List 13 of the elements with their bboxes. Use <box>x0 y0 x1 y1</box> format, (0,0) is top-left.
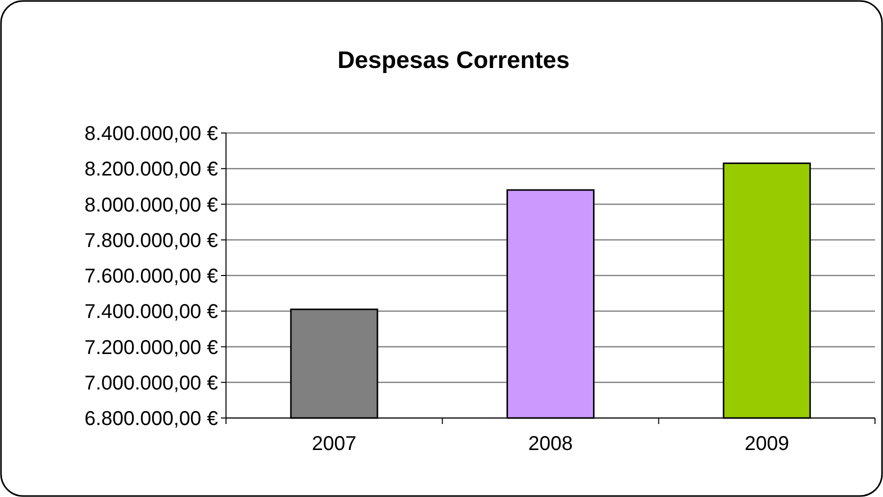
y-tick-label: 8.400.000,00 € <box>84 123 218 145</box>
y-tick-label: 7.400.000,00 € <box>84 301 218 324</box>
x-tick-label: 2008 <box>528 433 573 455</box>
y-tick-label: 8.000.000,00 € <box>84 194 218 216</box>
y-tick-label: 8.200.000,00 € <box>84 158 218 181</box>
chart-title: Despesas Correntes <box>337 47 570 74</box>
x-tick-label: 2009 <box>744 433 790 455</box>
y-tick-label: 7.600.000,00 € <box>84 266 218 288</box>
y-tick-label: 6.800.000,00 € <box>84 408 218 430</box>
y-tick-label: 7.800.000,00 € <box>84 230 218 252</box>
x-tick-label: 2007 <box>312 433 356 455</box>
y-tick-label: 7.200.000,00 € <box>84 336 218 359</box>
y-tick-label: 7.000.000,00 € <box>84 372 218 394</box>
